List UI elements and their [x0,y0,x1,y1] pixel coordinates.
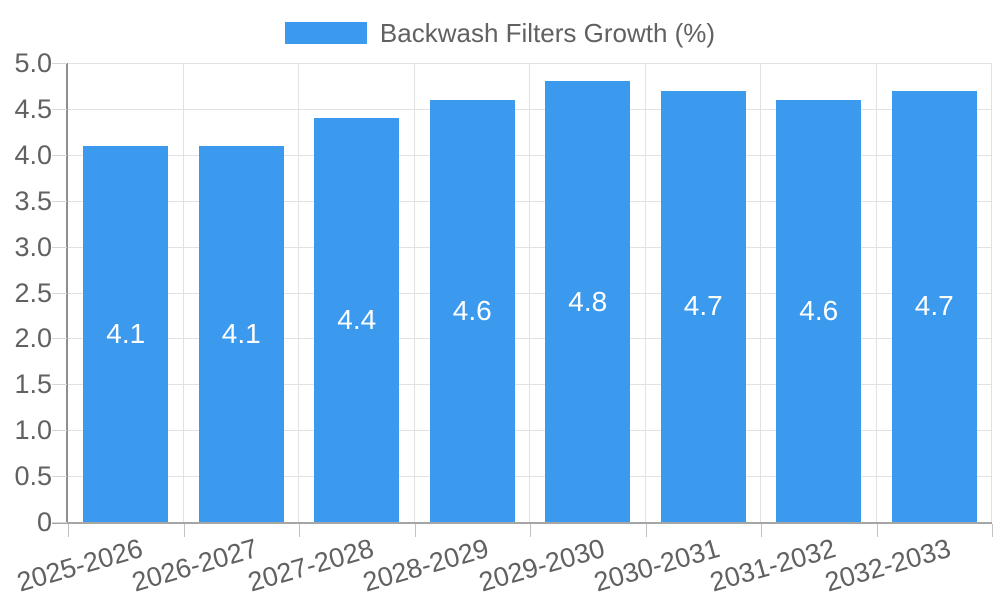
gridline-vertical [644,63,646,522]
bar-value-label: 4.1 [221,317,261,349]
bar[interactable]: 4.4 [314,118,400,522]
y-tick-mark [52,200,67,202]
x-tick-mark [183,524,185,537]
y-tick-label: 1.0 [14,415,52,446]
y-tick-label: 0.5 [14,461,52,492]
gridline-vertical [991,63,992,522]
gridline-horizontal [68,430,992,432]
y-tick-mark [52,108,67,110]
gridline-vertical [529,63,530,522]
legend-swatch [284,22,367,44]
bar[interactable]: 4.1 [198,145,284,522]
y-tick-label: 0 [36,507,52,537]
y-tick-label: 2.5 [14,277,52,308]
bar[interactable]: 4.8 [545,81,631,522]
gridline-vertical [298,63,299,522]
y-tick-label: 2.0 [14,323,52,354]
gridline-vertical [413,63,415,522]
legend-label: Backwash Filters Growth (%) [379,18,716,48]
gridline-vertical [875,63,877,522]
x-tick-mark [761,524,762,537]
bar[interactable]: 4.7 [660,90,746,522]
x-tick-mark [645,524,647,537]
bar[interactable]: 4.6 [776,99,862,522]
bar-value-label: 4.6 [799,294,839,326]
y-tick-mark [52,522,67,523]
bar[interactable]: 4.7 [891,90,977,522]
bar-value-label: 4.7 [914,290,954,322]
y-tick-mark [52,63,67,64]
bar-value-label: 4.6 [452,294,492,326]
plot-area: 4.1 4.1 4.4 4.6 4.8 4.7 4.6 4.7 [68,63,992,522]
x-tick-mark [299,524,300,537]
gridline-horizontal [68,108,992,110]
gridline-horizontal [68,246,992,248]
x-tick-mark [414,524,416,537]
y-tick-label: 5.0 [14,48,52,78]
y-tick-mark [52,338,67,340]
bar[interactable]: 4.1 [83,145,169,522]
x-tick-mark [530,524,531,537]
y-tick-label: 3.5 [14,185,52,216]
gridline-horizontal [68,63,992,64]
y-axis-line [66,63,68,524]
bar-value-label: 4.1 [106,317,146,349]
gridline-horizontal [68,292,992,294]
gridline-vertical [760,63,761,522]
y-tick-mark [52,292,67,294]
y-tick-mark [52,384,67,386]
legend[interactable]: Backwash Filters Growth (%) [0,20,1000,46]
y-tick-label: 1.5 [14,369,52,400]
x-axis-line [52,522,992,524]
bar-value-label: 4.7 [683,290,723,322]
y-tick-label: 4.5 [14,93,52,124]
bar-value-label: 4.8 [568,285,608,317]
x-tick-mark [876,524,878,537]
y-tick-mark [52,154,67,156]
y-tick-mark [52,246,67,248]
y-tick-label: 4.0 [14,139,52,170]
gridline-horizontal [68,154,992,156]
gridline-horizontal [68,338,992,340]
gridline-horizontal [68,200,992,202]
y-tick-mark [52,430,67,432]
x-tick-mark [68,524,69,537]
y-tick-label: 3.0 [14,231,52,262]
bar[interactable]: 4.6 [429,99,515,522]
x-tick-mark [992,524,993,537]
gridline-vertical [182,63,184,522]
gridline-horizontal [68,384,992,386]
y-tick-mark [52,476,67,478]
bar-value-label: 4.4 [337,304,377,336]
gridline-horizontal [68,476,992,478]
